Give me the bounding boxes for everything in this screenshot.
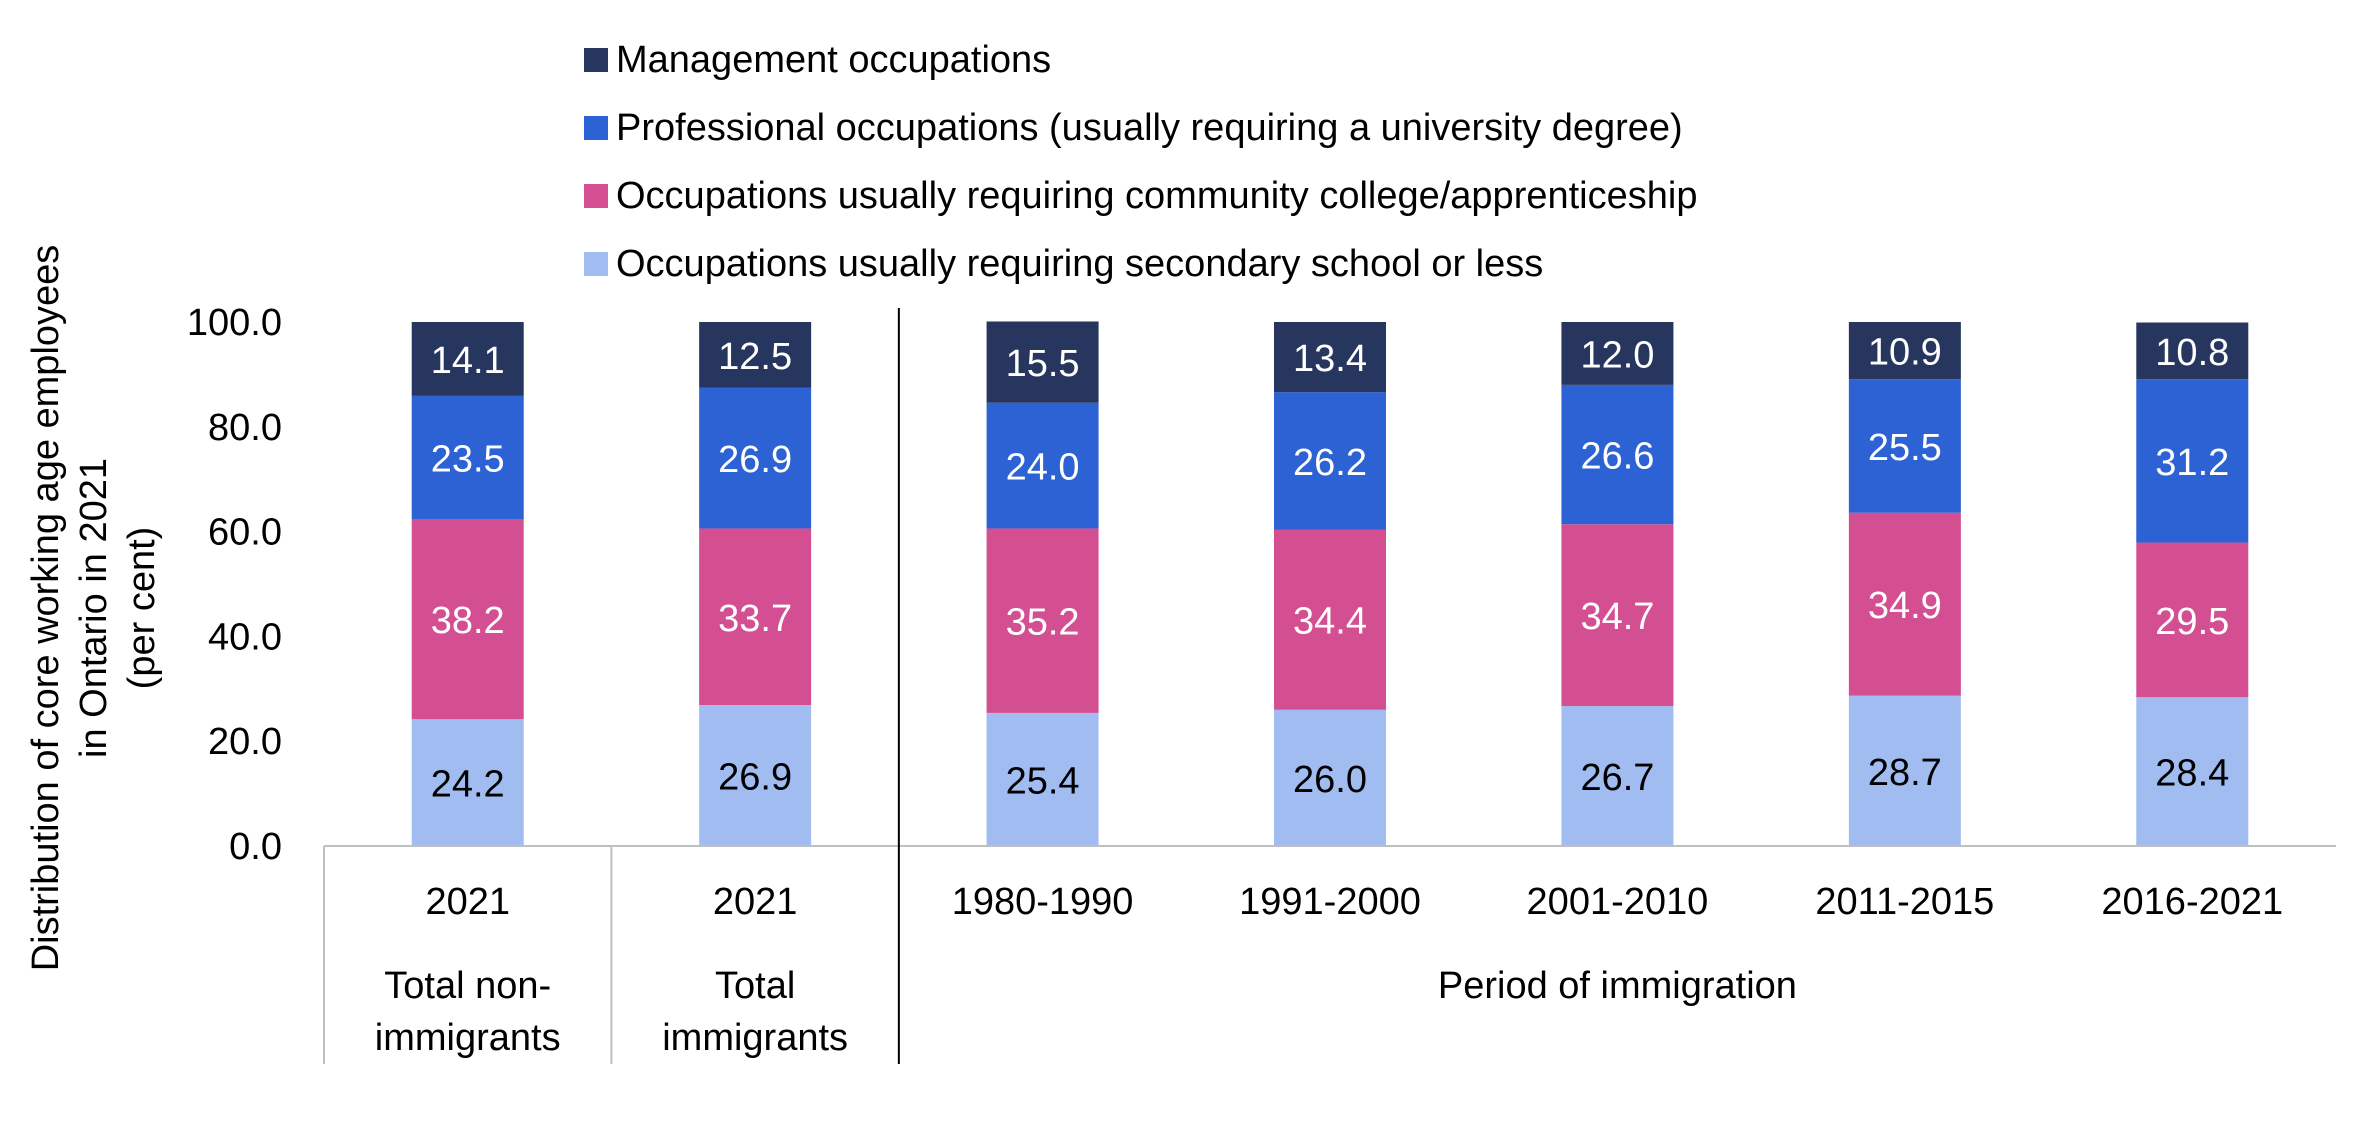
bar-segment	[2136, 379, 2249, 543]
bar-segment	[411, 719, 524, 846]
bar-segment	[2136, 322, 2249, 380]
x-tick-label: 2021	[713, 881, 798, 923]
y-tick-label: 40.0	[208, 616, 282, 658]
x-tick-label: 2011-2015	[1815, 881, 1994, 923]
bar-segment	[1561, 384, 1674, 525]
data-label: 15.5	[1006, 343, 1080, 385]
data-label: 26.0	[1293, 759, 1367, 801]
bar-segment	[986, 712, 1099, 846]
y-tick-label: 0.0	[229, 826, 282, 868]
data-label: 14.1	[431, 340, 505, 382]
x-tick-label: 2016-2021	[2101, 881, 2283, 923]
bar-segment	[1561, 322, 1674, 385]
group-label: immigrants	[375, 1017, 561, 1059]
x-tick-label: 2001-2010	[1527, 881, 1709, 923]
data-label: 31.2	[2155, 442, 2229, 484]
x-axis: 2021 2021 1980-1990 1991-2000 2001-2010 2011-…	[323, 308, 2336, 1064]
bar-segment	[2136, 697, 2249, 846]
data-label: 28.4	[2155, 753, 2229, 795]
bar-segment	[411, 322, 524, 396]
group-label: Total	[715, 965, 795, 1007]
data-label: 13.4	[1293, 338, 1367, 380]
data-label: 26.2	[1293, 442, 1367, 484]
y-tick-label: 60.0	[208, 512, 282, 554]
bar-segment	[699, 387, 812, 529]
data-label: 25.4	[1006, 760, 1080, 802]
bar-segment	[699, 705, 812, 846]
bar-segment	[699, 528, 812, 706]
y-axis-title-line: Distribution of core working age employe…	[25, 245, 67, 972]
data-label: 12.0	[1580, 334, 1654, 376]
x-tick-label: 1991-2000	[1239, 881, 1421, 923]
data-label: 33.7	[718, 598, 792, 640]
chart-legend: Management occupations Professional occup…	[584, 39, 1697, 285]
y-tick-label: 100.0	[187, 302, 282, 344]
bar-segment	[1274, 709, 1386, 846]
x-tick-label: 2021	[425, 881, 510, 923]
legend-label: Professional occupations (usually requir…	[616, 107, 1683, 149]
y-tick-label: 20.0	[208, 721, 282, 763]
bar-segment	[699, 322, 812, 388]
data-label: 26.9	[718, 439, 792, 481]
data-label: 29.5	[2155, 601, 2229, 643]
data-label: 25.5	[1868, 427, 1942, 469]
bar-segment	[1848, 695, 1961, 846]
y-axis-title: Distribution of core working age employe…	[25, 245, 163, 972]
bar-segment	[1274, 529, 1386, 710]
legend-label: Occupations usually requiring secondary …	[616, 243, 1543, 285]
bar-segment	[986, 528, 1099, 713]
bar-segment	[2136, 542, 2249, 698]
y-axis: 0.0 20.0 40.0 60.0 80.0 100.0	[187, 302, 282, 868]
bar-segment	[1848, 512, 1961, 696]
group-label: immigrants	[662, 1017, 848, 1059]
data-label: 28.7	[1868, 752, 1942, 794]
data-label: 26.6	[1580, 436, 1654, 478]
data-label: 12.5	[718, 336, 792, 378]
data-label: 34.9	[1868, 585, 1942, 627]
legend-label: Management occupations	[616, 39, 1051, 81]
bar-segment	[1561, 706, 1674, 846]
data-label: 34.7	[1580, 596, 1654, 638]
legend-swatch	[584, 48, 608, 72]
bar-segment	[411, 519, 524, 720]
bar-segment	[1848, 322, 1961, 380]
bar-segment	[1848, 379, 1961, 513]
y-axis-title-line: in Ontario in 2021	[73, 458, 115, 758]
legend-swatch	[584, 252, 608, 276]
x-tick-label: 1980-1990	[952, 881, 1134, 923]
data-label: 24.0	[1006, 447, 1080, 489]
data-label: 24.2	[431, 764, 505, 806]
y-axis-title-line: (per cent)	[121, 527, 163, 690]
data-label: 34.4	[1293, 601, 1367, 643]
data-label: 26.9	[718, 757, 792, 799]
bar-segment	[411, 395, 524, 520]
legend-swatch	[584, 184, 608, 208]
data-label: 10.8	[2155, 332, 2229, 374]
legend-swatch	[584, 116, 608, 140]
data-label: 10.9	[1868, 332, 1942, 374]
data-label: 23.5	[431, 438, 505, 480]
y-tick-label: 80.0	[208, 407, 282, 449]
group-label: Period of immigration	[1438, 965, 1797, 1007]
bar-segment	[986, 321, 1099, 403]
bars: 24.2 38.2 23.5 14.1 26.9 33.7 26.9 12.5 25.4 35.2…	[411, 321, 2249, 846]
data-label: 38.2	[431, 600, 505, 642]
legend-label: Occupations usually requiring community …	[616, 175, 1697, 217]
data-label: 26.7	[1580, 757, 1654, 799]
bar-segment	[1274, 392, 1386, 530]
bar-segment	[1561, 524, 1674, 707]
data-label: 35.2	[1006, 602, 1080, 644]
bar-segment	[1274, 322, 1386, 393]
group-label: Total non-	[384, 965, 551, 1007]
bar-segment	[986, 402, 1099, 529]
